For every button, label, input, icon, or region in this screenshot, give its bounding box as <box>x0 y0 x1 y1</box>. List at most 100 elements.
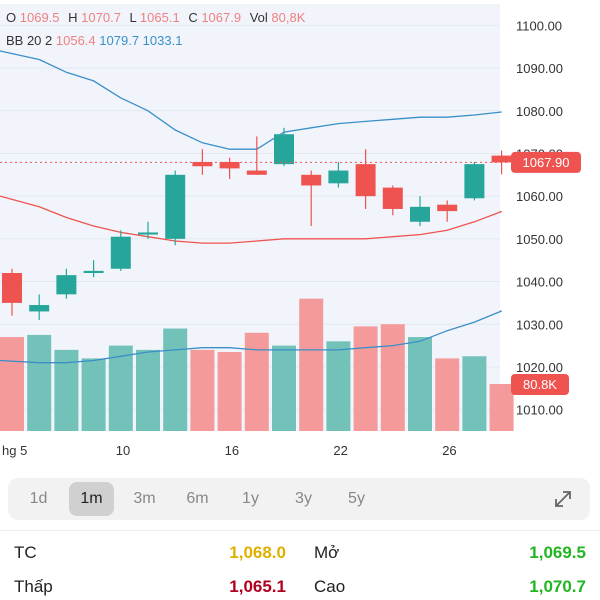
volume-label: Vol <box>249 10 268 25</box>
x-tick-label: 10 <box>116 443 130 458</box>
candle <box>29 294 50 320</box>
candle <box>328 161 349 188</box>
volume-bar <box>54 349 79 431</box>
candle-body <box>382 187 403 209</box>
candle-body <box>2 273 22 303</box>
tab-3y[interactable]: 3y <box>295 490 312 507</box>
bb-upper-line <box>0 50 502 150</box>
y-tick-label: 1010.00 <box>516 403 563 418</box>
y-tick-label: 1020.00 <box>516 360 563 375</box>
candle-body <box>437 204 458 212</box>
candles <box>2 127 512 320</box>
volume-value: 80,8K <box>271 10 306 25</box>
low-price-label: Thấp <box>14 577 53 596</box>
divider <box>0 530 600 531</box>
low-value: 1065.1 <box>139 10 180 25</box>
bb-lower-value: 1033.1 <box>142 33 183 48</box>
volume-tag: 80.8K <box>511 374 569 395</box>
candle <box>192 149 213 175</box>
volume-bars <box>0 298 514 431</box>
candle-body <box>138 232 158 235</box>
y-tick-label: 1090.00 <box>516 61 563 76</box>
tab-5y[interactable]: 5y <box>348 490 365 507</box>
y-tick-label: 1040.00 <box>516 275 563 290</box>
high-label: H <box>68 10 78 25</box>
tab-1y[interactable]: 1y <box>242 490 259 507</box>
y-axis: 1100.001090.001080.001070.001060.001050.… <box>516 18 563 417</box>
volume-bar <box>0 337 24 431</box>
volume-tag-text: 80.8K <box>523 377 557 392</box>
volume-bar <box>190 349 215 431</box>
candle-body <box>165 174 186 239</box>
volume-ma-path <box>0 310 502 364</box>
x-axis: hg 5 10 16 22 26 <box>2 443 457 458</box>
candle-body <box>328 170 349 184</box>
volume-bar <box>299 298 324 431</box>
volume-bar <box>108 345 133 431</box>
reference-label: TC <box>14 543 37 562</box>
bollinger-bands <box>0 50 502 244</box>
candle <box>301 170 322 227</box>
candle-body <box>29 305 50 312</box>
y-tick-label: 1030.00 <box>516 317 563 332</box>
reference-value: 1,068.0 <box>229 543 286 562</box>
bb-upper-value: 1079.7 <box>99 33 140 48</box>
tab-1m[interactable]: 1m <box>69 482 114 516</box>
candle-body <box>274 134 294 165</box>
tab-3m[interactable]: 3m <box>133 490 156 507</box>
volume-ma-line <box>0 310 502 364</box>
candle <box>83 260 104 278</box>
candle-body <box>246 170 267 175</box>
candle-body <box>464 164 485 199</box>
bb-mid-value: 1056.4 <box>55 33 96 48</box>
candle <box>110 230 131 271</box>
volume-bar <box>217 352 242 431</box>
expand-icon[interactable] <box>552 488 574 510</box>
tab-6m[interactable]: 6m <box>186 490 209 507</box>
candle <box>437 200 458 222</box>
open-value: 1069.5 <box>19 10 60 25</box>
x-tick-label: 16 <box>225 443 239 458</box>
y-tick-label: 1060.00 <box>516 189 563 204</box>
price-tag-text: 1067.90 <box>523 155 570 170</box>
candle <box>56 268 77 299</box>
candle <box>410 196 430 227</box>
volume-bar <box>272 345 296 431</box>
ohlc-legend: O 1069.5 H 1070.7 L 1065.1 C 1067.9 Vol … <box>6 10 310 25</box>
volume-bar <box>244 332 269 431</box>
candle-body <box>301 174 322 186</box>
bb-legend: BB 20 2 1056.4 1079.7 1033.1 <box>6 33 182 48</box>
volume-bar <box>489 384 514 431</box>
candle-body <box>110 236 131 269</box>
high-value: 1070.7 <box>81 10 121 25</box>
candlestick-chart[interactable]: 1100.001090.001080.001070.001060.001050.… <box>0 0 600 470</box>
low-price-value: 1,065.1 <box>229 577 286 596</box>
high-price-label: Cao <box>314 577 346 596</box>
candle-body <box>83 270 104 274</box>
volume-bar <box>136 349 160 431</box>
volume-bar <box>27 334 52 431</box>
candle <box>2 268 22 316</box>
candle-body <box>410 206 430 222</box>
volume-bar <box>435 358 460 431</box>
y-tick-label: 1080.00 <box>516 104 563 119</box>
volume-bar <box>326 341 351 431</box>
stats-row: TC 1,068.0 Mở 1,069.5 <box>14 538 586 568</box>
y-tick-label: 1050.00 <box>516 232 563 247</box>
candle <box>355 149 376 209</box>
bb-label: BB 20 2 <box>6 33 53 48</box>
candle-body <box>355 164 376 197</box>
candle-body <box>491 155 512 163</box>
x-tick-label: hg 5 <box>2 443 27 458</box>
bb-lower-line <box>0 195 502 244</box>
price-stats: TC 1,068.0 Mở 1,069.5 Thấp 1,065.1 Cao 1… <box>0 530 600 600</box>
volume-bar <box>163 328 188 431</box>
low-label: L <box>129 10 137 25</box>
volume-bar <box>462 356 487 431</box>
close-label: C <box>188 10 198 25</box>
volume-bar <box>81 358 106 431</box>
timeframe-tabs: 1d 1m 3m 6m 1y 3y 5y <box>8 478 590 520</box>
candle-body <box>56 275 77 295</box>
tab-1d[interactable]: 1d <box>29 490 48 507</box>
open-price-label: Mở <box>314 543 340 562</box>
